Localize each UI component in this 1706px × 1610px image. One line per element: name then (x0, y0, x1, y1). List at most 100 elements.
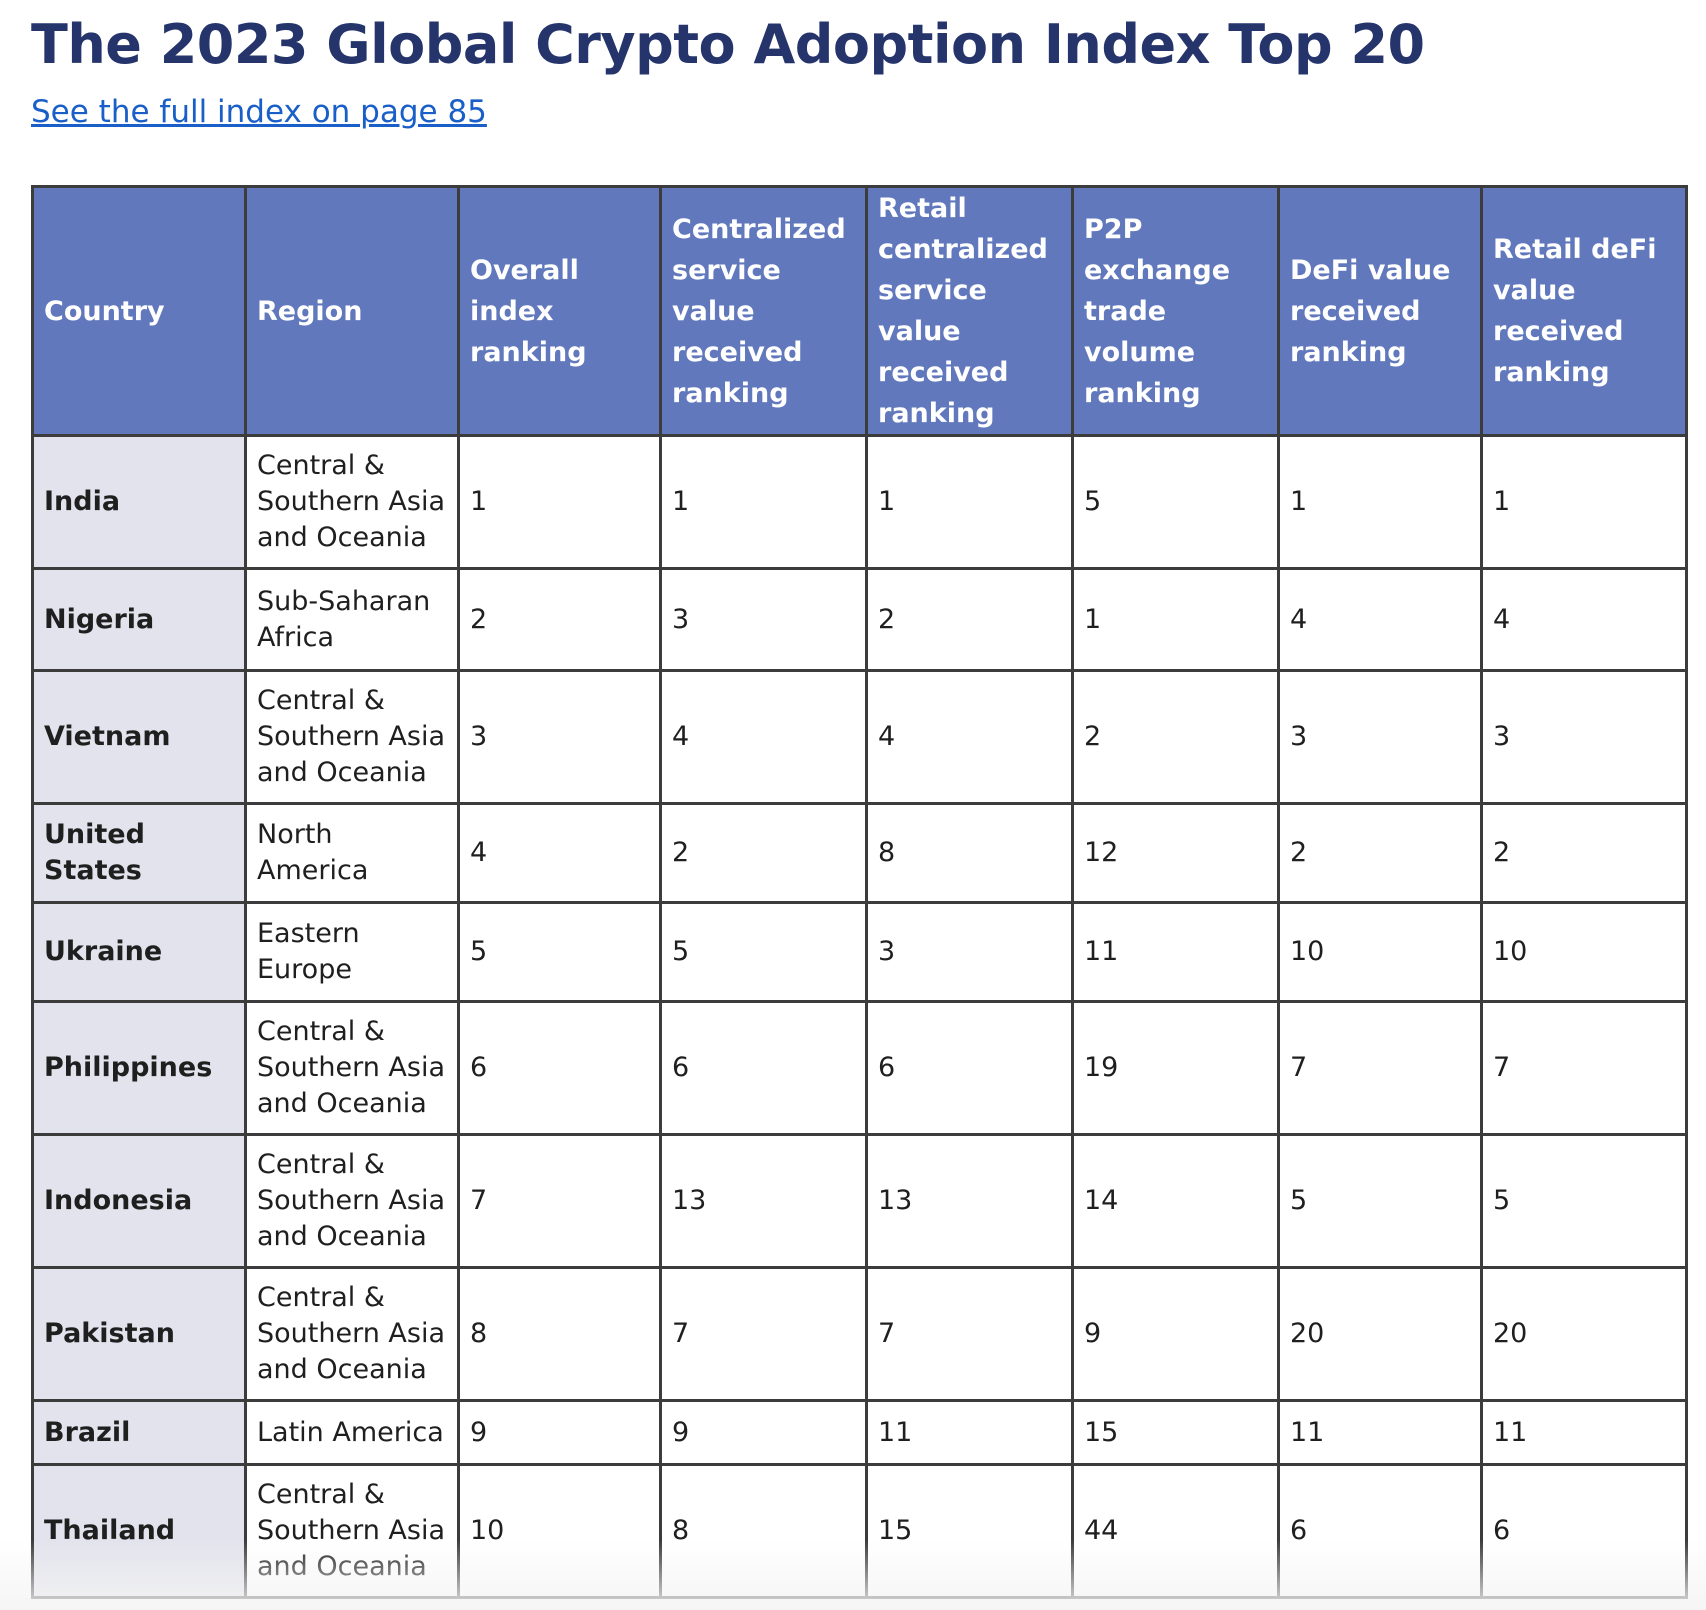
defi-ranking-cell: 3 (1277, 669, 1483, 805)
header-defi-ranking: DeFi value received ranking (1277, 185, 1483, 437)
defi-ranking-cell: 1 (1277, 434, 1483, 570)
country-cell: Ukraine (31, 901, 247, 1003)
overall-ranking-cell: 9 (457, 1399, 662, 1466)
header-region: Region (244, 185, 460, 437)
overall-ranking-cell: 1 (457, 434, 662, 570)
header-retail-defi-ranking: Retail deFi value received ranking (1480, 185, 1688, 437)
table-body: India Central & Southern Asia and Oceania… (31, 434, 1688, 1599)
retail-defi-ranking-cell: 10 (1480, 901, 1688, 1003)
retail-defi-ranking-cell: 7 (1480, 1000, 1688, 1136)
retail-centralized-ranking-cell: 7 (865, 1266, 1074, 1402)
retail-centralized-ranking-cell: 4 (865, 669, 1074, 805)
p2p-ranking-cell: 5 (1071, 434, 1280, 570)
country-cell: United States (31, 802, 247, 904)
defi-ranking-cell: 10 (1277, 901, 1483, 1003)
retail-centralized-ranking-cell: 15 (865, 1463, 1074, 1599)
p2p-ranking-cell: 2 (1071, 669, 1280, 805)
retail-defi-ranking-cell: 3 (1480, 669, 1688, 805)
centralized-ranking-cell: 6 (659, 1000, 868, 1136)
p2p-ranking-cell: 15 (1071, 1399, 1280, 1466)
table-row: Ukraine Eastern Europe 5 5 3 11 10 10 (31, 901, 1688, 1003)
region-cell: Central & Southern Asia and Oceania (244, 434, 460, 570)
table-row: Pakistan Central & Southern Asia and Ocea… (31, 1266, 1688, 1402)
centralized-ranking-cell: 7 (659, 1266, 868, 1402)
p2p-ranking-cell: 12 (1071, 802, 1280, 904)
country-cell: India (31, 434, 247, 570)
p2p-ranking-cell: 9 (1071, 1266, 1280, 1402)
p2p-ranking-cell: 14 (1071, 1133, 1280, 1269)
region-cell: North America (244, 802, 460, 904)
centralized-ranking-cell: 9 (659, 1399, 868, 1466)
header-p2p-ranking: P2P exchange trade volume ranking (1071, 185, 1280, 437)
overall-ranking-cell: 6 (457, 1000, 662, 1136)
retail-centralized-ranking-cell: 11 (865, 1399, 1074, 1466)
defi-ranking-cell: 7 (1277, 1000, 1483, 1136)
full-index-link[interactable]: See the full index on page 85 (31, 94, 487, 130)
retail-centralized-ranking-cell: 8 (865, 802, 1074, 904)
defi-ranking-cell: 2 (1277, 802, 1483, 904)
page-title: The 2023 Global Crypto Adoption Index To… (31, 13, 1425, 76)
table-row: Brazil Latin America 9 9 11 15 11 11 (31, 1399, 1688, 1466)
retail-centralized-ranking-cell: 3 (865, 901, 1074, 1003)
retail-centralized-ranking-cell: 2 (865, 567, 1074, 672)
retail-defi-ranking-cell: 20 (1480, 1266, 1688, 1402)
country-cell: Pakistan (31, 1266, 247, 1402)
retail-defi-ranking-cell: 6 (1480, 1463, 1688, 1599)
table-header-row: Country Region Overall index ranking Cen… (31, 185, 1688, 437)
defi-ranking-cell: 5 (1277, 1133, 1483, 1269)
table-row: Nigeria Sub-Saharan Africa 2 3 2 1 4 4 (31, 567, 1688, 672)
header-retail-centralized-ranking: Retail centralized service value receive… (865, 185, 1074, 437)
overall-ranking-cell: 7 (457, 1133, 662, 1269)
defi-ranking-cell: 11 (1277, 1399, 1483, 1466)
overall-ranking-cell: 2 (457, 567, 662, 672)
region-cell: Central & Southern Asia and Oceania (244, 1000, 460, 1136)
header-country: Country (31, 185, 247, 437)
overall-ranking-cell: 8 (457, 1266, 662, 1402)
region-cell: Sub-Saharan Africa (244, 567, 460, 672)
defi-ranking-cell: 20 (1277, 1266, 1483, 1402)
overall-ranking-cell: 3 (457, 669, 662, 805)
overall-ranking-cell: 10 (457, 1463, 662, 1599)
retail-defi-ranking-cell: 11 (1480, 1399, 1688, 1466)
retail-centralized-ranking-cell: 1 (865, 434, 1074, 570)
centralized-ranking-cell: 5 (659, 901, 868, 1003)
header-overall-ranking: Overall index ranking (457, 185, 662, 437)
p2p-ranking-cell: 11 (1071, 901, 1280, 1003)
country-cell: Philippines (31, 1000, 247, 1136)
retail-defi-ranking-cell: 5 (1480, 1133, 1688, 1269)
table-row: Vietnam Central & Southern Asia and Ocean… (31, 669, 1688, 805)
overall-ranking-cell: 4 (457, 802, 662, 904)
p2p-ranking-cell: 19 (1071, 1000, 1280, 1136)
centralized-ranking-cell: 1 (659, 434, 868, 570)
retail-defi-ranking-cell: 1 (1480, 434, 1688, 570)
adoption-index-table: Country Region Overall index ranking Cen… (31, 185, 1688, 1599)
region-cell: Central & Southern Asia and Oceania (244, 669, 460, 805)
country-cell: Vietnam (31, 669, 247, 805)
region-cell: Eastern Europe (244, 901, 460, 1003)
centralized-ranking-cell: 8 (659, 1463, 868, 1599)
country-cell: Thailand (31, 1463, 247, 1599)
centralized-ranking-cell: 2 (659, 802, 868, 904)
header-centralized-ranking: Centralized service value received ranki… (659, 185, 868, 437)
retail-centralized-ranking-cell: 6 (865, 1000, 1074, 1136)
p2p-ranking-cell: 44 (1071, 1463, 1280, 1599)
table-row: Philippines Central & Southern Asia and O… (31, 1000, 1688, 1136)
country-cell: Nigeria (31, 567, 247, 672)
retail-centralized-ranking-cell: 13 (865, 1133, 1074, 1269)
centralized-ranking-cell: 3 (659, 567, 868, 672)
p2p-ranking-cell: 1 (1071, 567, 1280, 672)
region-cell: Central & Southern Asia and Oceania (244, 1463, 460, 1599)
table-row: India Central & Southern Asia and Oceania… (31, 434, 1688, 570)
table-row: Indonesia Central & Southern Asia and Oce… (31, 1133, 1688, 1269)
region-cell: Latin America (244, 1399, 460, 1466)
centralized-ranking-cell: 13 (659, 1133, 868, 1269)
region-cell: Central & Southern Asia and Oceania (244, 1266, 460, 1402)
overall-ranking-cell: 5 (457, 901, 662, 1003)
country-cell: Brazil (31, 1399, 247, 1466)
retail-defi-ranking-cell: 2 (1480, 802, 1688, 904)
defi-ranking-cell: 4 (1277, 567, 1483, 672)
table-row: United States North America 4 2 8 12 2 2 (31, 802, 1688, 904)
retail-defi-ranking-cell: 4 (1480, 567, 1688, 672)
defi-ranking-cell: 6 (1277, 1463, 1483, 1599)
centralized-ranking-cell: 4 (659, 669, 868, 805)
